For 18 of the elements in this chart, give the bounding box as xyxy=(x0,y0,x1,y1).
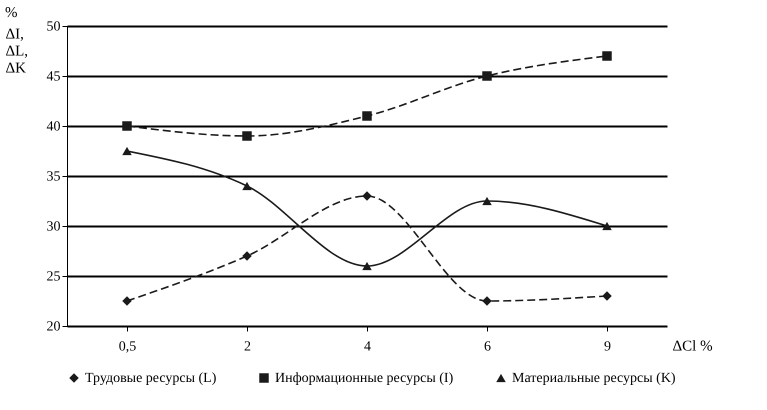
x-axis-title: ΔCl % xyxy=(672,338,713,354)
legend-label: Информационные ресурсы (I) xyxy=(275,371,454,386)
y-tick-label: 30 xyxy=(46,220,60,234)
y-tick-label: 35 xyxy=(46,170,60,184)
x-tick-label: 9 xyxy=(604,340,611,354)
x-tick-label: 4 xyxy=(364,340,371,354)
y-tick-label: 20 xyxy=(46,320,60,334)
y-tick-label: 50 xyxy=(46,20,60,34)
x-tick-label: 2 xyxy=(244,340,251,354)
y-tick-label: 45 xyxy=(46,70,60,84)
legend-label: Материальные ресурсы (K) xyxy=(512,371,676,386)
y-tick-label: 25 xyxy=(46,270,60,284)
x-tick-label: 6 xyxy=(484,340,491,354)
text: % xyxy=(5,5,18,21)
y-tick-label: 40 xyxy=(46,120,60,134)
y-axis-title: ΔI, ΔL, ΔK xyxy=(6,26,28,76)
x-tick-label: 0,5 xyxy=(118,340,136,354)
legend-label: Трудовые ресурсы (L) xyxy=(85,371,217,386)
